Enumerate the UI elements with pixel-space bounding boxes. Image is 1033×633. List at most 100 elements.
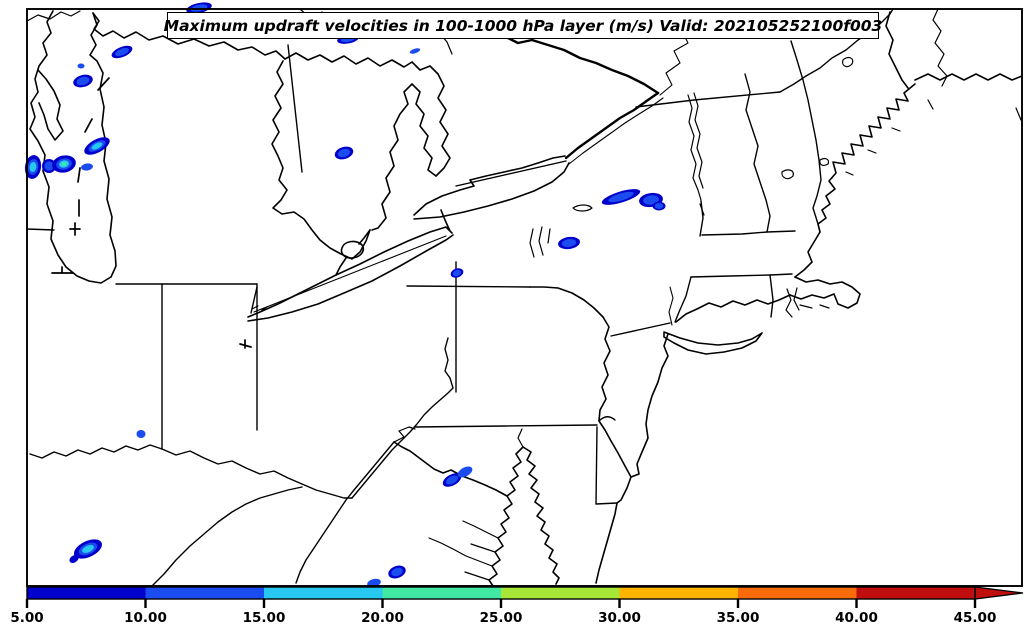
long-island (663, 331, 763, 355)
updraft-cell (73, 74, 93, 88)
moosehead-lake (842, 56, 854, 68)
border-nh-me (790, 40, 822, 225)
upper-peninsula-shore (92, 12, 286, 60)
updraft-cell (73, 539, 103, 559)
colorbar-tick (262, 599, 266, 608)
delmarva-atlantic-coast (595, 476, 632, 584)
vineyard-nantucket-islands (799, 304, 830, 309)
updraft-cell-band-15 (91, 142, 103, 150)
updraft-cell-band-10 (608, 191, 634, 203)
colorbar-segment-15-20 (264, 587, 383, 599)
updraft-velocity-cells (24, 2, 666, 588)
updraft-cell-band-15 (82, 544, 94, 554)
updraft-cell (558, 236, 580, 250)
lake-superior-shore-fragment (26, 10, 81, 22)
ohio-river-west (29, 444, 163, 459)
colorbar-tick-label: 45.00 (954, 610, 997, 626)
border-mason-dixon (414, 424, 598, 428)
lake-erie-south-shore (247, 234, 454, 322)
colorbar-segment-30-35 (619, 587, 739, 599)
hudson-river (668, 286, 674, 326)
colorbar-segment-35-40 (738, 587, 857, 599)
updraft-cell (388, 565, 406, 579)
maine-atlantic-coast (817, 83, 916, 233)
border-vt-nh (744, 73, 771, 233)
border-pa-ny (406, 285, 531, 288)
sebago-lake (819, 158, 830, 166)
updraft-cell (42, 159, 56, 173)
colorbar-tick (736, 599, 740, 608)
updraft-cell (136, 430, 146, 438)
colorbar-tick-label: 40.00 (835, 610, 878, 626)
ohio-river-in-ky (161, 448, 353, 499)
colorbar-segment-40-45 (856, 587, 976, 599)
detroit-river (335, 257, 347, 276)
rappahannock-river (462, 520, 499, 539)
james-river (428, 537, 493, 567)
map-title: Maximum updraft velocities in 100-1000 h… (163, 16, 883, 35)
york-river (470, 543, 496, 553)
ohio-river-upper (351, 337, 454, 499)
colorbar-segment-5-10 (27, 587, 146, 599)
saint-john-river (932, 8, 948, 87)
lake-border-dashes (51, 77, 252, 349)
narragansett-bay (785, 287, 800, 318)
colorbar-tick-label: 35.00 (717, 610, 760, 626)
border-ma-south (690, 273, 793, 278)
border-wv-va (295, 441, 395, 584)
updraft-cell-band-10 (44, 161, 54, 171)
updraft-cell (77, 63, 85, 69)
southern-new-england-coast (675, 294, 791, 323)
updraft-cell-band-10 (136, 430, 146, 438)
richelieu-river (659, 30, 689, 96)
border-ny-vt (699, 200, 704, 237)
border-ny-ct (674, 276, 692, 323)
colorbar-tick-label: 30.00 (598, 610, 641, 626)
updraft-cell (81, 163, 93, 171)
coastlines (26, 8, 1023, 587)
chesapeake-bay-west-shore (488, 446, 524, 587)
border-de-arc (598, 416, 616, 422)
updraft-cell (69, 554, 79, 564)
colorbar-tick (144, 599, 147, 608)
potomac-upper-zigzag (393, 426, 416, 443)
bay-of-fundy-coast (914, 73, 1023, 81)
updraft-cell (24, 155, 42, 179)
ottawa-river (504, 35, 660, 95)
border-lake-huron (287, 44, 303, 173)
finger-lakes (529, 226, 551, 258)
lake-winnipesaukee (781, 169, 794, 180)
potomac-river (393, 441, 508, 497)
susquehanna-mouth (517, 428, 524, 448)
colorbar-tick (618, 599, 621, 608)
colorbar-tick (973, 599, 977, 608)
hampton-roads-inlet (464, 571, 490, 581)
updraft-cell (84, 137, 110, 155)
michigan-lower-peninsula-shore (271, 60, 371, 260)
lake-ontario-north-shore (413, 155, 566, 216)
updraft-cell (652, 201, 666, 211)
lake-huron-georgian-bay-shore (284, 52, 451, 177)
st-lawrence-river (564, 91, 660, 160)
border-wi-il (26, 228, 55, 231)
colorbar: 5.00 10.00 15.00 20.00 25.00 30.00 35.00 40.00 4… (10, 586, 1024, 626)
colorbar-tick-label: 15.00 (243, 610, 286, 626)
updraft-cell (52, 155, 76, 173)
delaware-river (529, 286, 611, 422)
colorbar-tick (855, 599, 858, 608)
lake-erie-north-shore (335, 226, 453, 276)
lake-st-clair (340, 240, 365, 259)
border-ky-va (151, 486, 303, 587)
st-lawrence-south-bank (568, 97, 664, 165)
lake-ontario-south-shore (413, 162, 570, 220)
colorbar-segment-20-25 (382, 587, 502, 599)
border-de-md (595, 426, 618, 505)
maine-new-brunswick-border (885, 11, 909, 89)
border-lake-erie (253, 235, 447, 313)
state-borders (26, 8, 894, 587)
lake-champlain (687, 92, 704, 201)
new-jersey-coast-delaware-bay (598, 333, 669, 478)
updraft-cell-band-10 (654, 203, 664, 209)
colorbar-over-arrow (974, 586, 1024, 600)
